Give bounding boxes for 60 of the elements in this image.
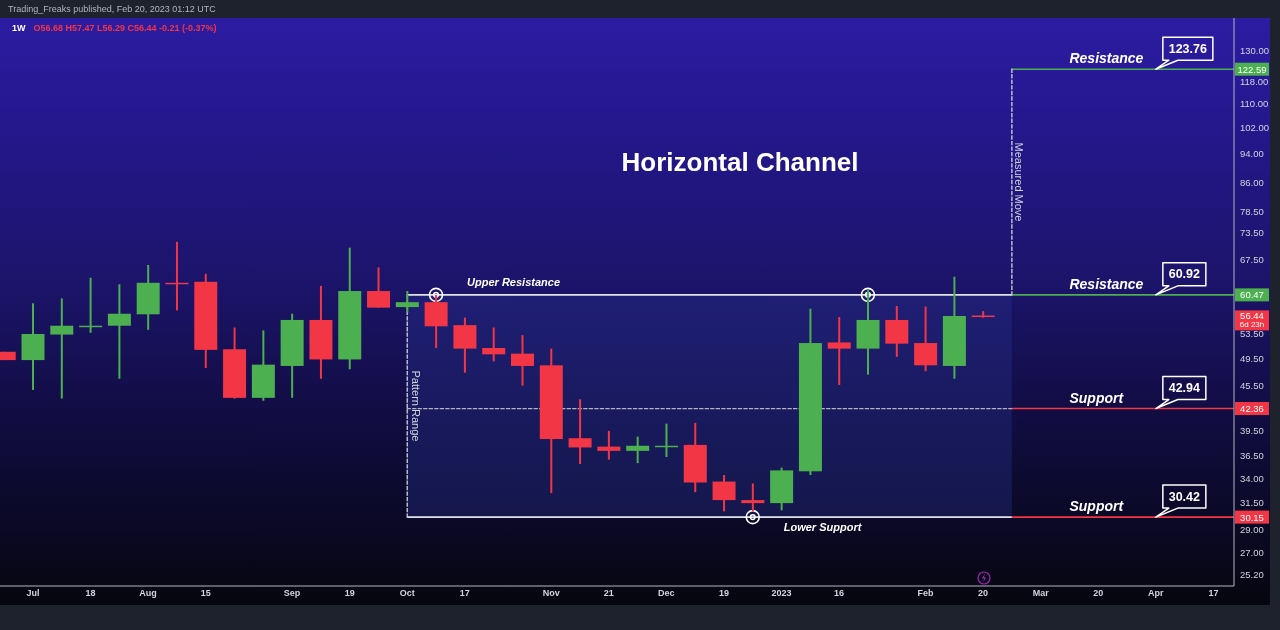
x-tick-label: 17 [459, 588, 470, 599]
x-tick-label: 20 [978, 588, 989, 599]
y-tick-label: 39.50 [1240, 425, 1264, 437]
data-label: 30.15 [1240, 511, 1264, 523]
y-tick-label: 118.00 [1240, 75, 1269, 87]
series-label: Upper Resistance [467, 275, 561, 288]
annotation: Support [1069, 498, 1125, 515]
x-tick-label: 15 [200, 588, 211, 599]
annotation: Resistance [1069, 50, 1144, 67]
y-tick-label: 29.00 [1240, 523, 1264, 535]
y-tick-label: 78.50 [1240, 205, 1264, 217]
y-tick-label: 27.00 [1240, 546, 1264, 558]
y-tick-label: 49.50 [1240, 353, 1264, 365]
x-tick-label: Jul [26, 588, 40, 599]
text: Trading_Freaks published, Feb 20, 2023 01:12 UTC [8, 4, 216, 14]
annotation: 123.76 [1168, 41, 1208, 56]
y-tick-label: 31.50 [1240, 497, 1264, 509]
x-tick-label: Sep [283, 588, 301, 599]
x-tick-label: 19 [344, 588, 355, 599]
x-tick-label: Feb [917, 588, 934, 599]
x-tick-label: 2023 [771, 588, 792, 599]
y-tick-label: 86.00 [1240, 176, 1264, 188]
x-tick-label: Dec [658, 588, 675, 599]
y-tick-label: 34.00 [1240, 473, 1264, 485]
x-tick-label: Mar [1032, 588, 1050, 599]
y-tick-label: 36.50 [1240, 450, 1264, 462]
y-tick-label: 130.00 [1240, 44, 1270, 56]
x-tick-label: 17 [1208, 588, 1219, 599]
x-tick-label: Nov [542, 588, 560, 599]
text: 6d 23h [1239, 319, 1265, 329]
y-tick-label: 94.00 [1240, 148, 1264, 160]
data-label: 42.36 [1240, 403, 1264, 415]
annotation: Resistance [1069, 275, 1144, 292]
text: Horizontal Channel [621, 147, 859, 177]
data-label: 60.47 [1240, 289, 1264, 301]
annotation: 30.42 [1168, 489, 1201, 504]
x-tick-label: 21 [603, 588, 614, 599]
y-tick-label: 45.50 [1240, 380, 1264, 392]
text: Pattern Range [410, 370, 423, 442]
series-label: Lower Support [783, 521, 863, 534]
annotation: O56.68 H57.47 L56.29 C56.44 -0.21 (-0.37%) [33, 23, 217, 33]
annotation: 60.92 [1168, 267, 1201, 282]
y-tick-label: 25.20 [1240, 568, 1264, 580]
x-tick-label: 16 [834, 588, 845, 599]
y-tick-label: 53.50 [1240, 328, 1264, 340]
text: 56.44 [1240, 309, 1264, 321]
y-tick-label: 73.50 [1240, 226, 1264, 238]
y-tick-label: 102.00 [1240, 122, 1270, 134]
x-tick-label: 19 [718, 588, 729, 599]
annotation: Support [1069, 389, 1125, 406]
x-tick-label: Aug [139, 588, 157, 599]
x-tick-label: Apr [1148, 588, 1165, 599]
x-tick-label: 18 [85, 588, 96, 599]
annotation: 42.94 [1168, 381, 1201, 396]
x-tick-label: 20 [1093, 588, 1104, 599]
annotation: 1W [12, 23, 26, 33]
text: Measured Move [1012, 142, 1025, 222]
x-tick-label: Oct [399, 588, 415, 599]
y-tick-label: 110.00 [1240, 98, 1269, 110]
y-tick-label: 67.50 [1240, 254, 1264, 266]
